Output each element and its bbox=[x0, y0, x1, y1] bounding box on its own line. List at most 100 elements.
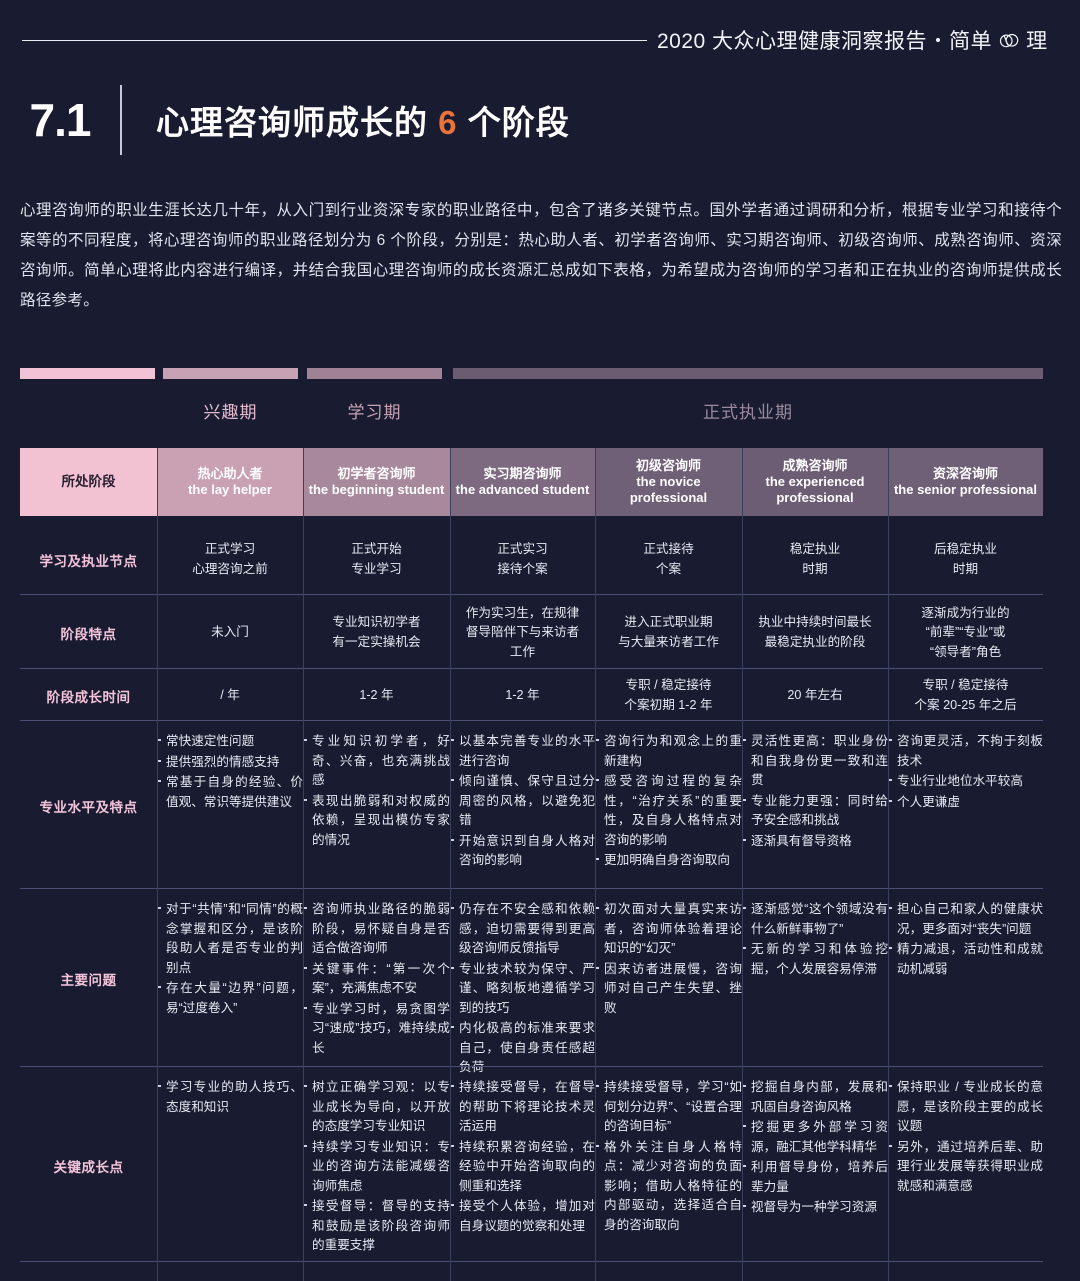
title-highlight: 6 bbox=[438, 104, 458, 141]
cell-bullet-item: 学习专业的助人技巧、态度和知识 bbox=[157, 1078, 303, 1117]
header-cell-en: the experienced professional bbox=[765, 473, 865, 506]
cell-line: 20 年左右 bbox=[787, 688, 843, 703]
cell-bullet-item: 专业技术较为保守、严谨、略刻板地遵循学习到的技巧 bbox=[450, 960, 595, 1019]
cell-bullet-item: 表现出脆弱和对权威的依赖，呈现出模仿专家的情况 bbox=[303, 792, 450, 851]
row-separator-4 bbox=[20, 1066, 1043, 1067]
row-separator-2 bbox=[20, 720, 1043, 721]
section-heading: 7.1 心理咨询师成长的 6 个阶段 bbox=[0, 80, 1080, 160]
table-cell: 以基本完善专业的水平进行咨询 倾向谨慎、保守且过分周密的风格，以避免犯错 开始意识到… bbox=[450, 722, 595, 890]
cell-line: 作为实习生，在规律 bbox=[465, 605, 580, 620]
cell-line: 专业知识初学者 bbox=[332, 615, 421, 630]
table-header-cell-6: 资深咨询师 the senior professional bbox=[888, 448, 1043, 516]
cell-bullet-item: 对于“共情”和“同情”的概念掌握和区分，是该阶段助人者是否专业的判别点 bbox=[157, 900, 303, 978]
table-cell: 20 年左右 bbox=[742, 670, 888, 722]
header-cell-cn: 成熟咨询师 bbox=[782, 457, 848, 473]
table-cell: 正式学习 心理咨询之前 bbox=[157, 524, 303, 596]
cell-bullet-list: 仍存在不安全感和依赖感，迫切需要得到更高级咨询师反馈指导 专业技术较为保守、严谨、… bbox=[450, 900, 595, 1078]
cell-bullet-list: 咨询师执业路径的脆弱阶段，易怀疑自身是否适合做咨询师 关键事件：“第一次个案”，充… bbox=[303, 900, 450, 1058]
table-cell: 作为实习生，在规律 督导陪伴下与来访者 工作 bbox=[450, 596, 595, 670]
cell-bullet-list: 持续接受督导，学习“如何划分边界”、“设置合理的咨询目标” 格外关注自身人格特点：… bbox=[595, 1078, 742, 1235]
cell-bullet-list: 咨询更灵活，不拘于刻板技术 专业行业地位水平较高 个人更谦虚 bbox=[888, 732, 1043, 812]
table-cell: 专业知识初学者 有一定实操机会 bbox=[303, 596, 450, 670]
phase-bar-4 bbox=[453, 368, 1043, 379]
cell-bullet-item: 持续接受督导，在督导的帮助下将理论技术灵活运用 bbox=[450, 1078, 595, 1137]
cell-bullet-item: 持续接受督导，学习“如何划分边界”、“设置合理的咨询目标” bbox=[595, 1078, 742, 1137]
cell-bullet-item: 开始意识到自身人格对咨询的影响 bbox=[450, 832, 595, 871]
table-cell: 正式接待 个案 bbox=[595, 524, 742, 596]
table-cell: 逐渐感觉“这个领域没有什么新鲜事物了” 无新的学习和体验挖掘，个人发展容易停滞 bbox=[742, 890, 888, 1068]
cell-bullet-item: 常快速定性问题 bbox=[157, 732, 303, 752]
cell-line: 个案初期 1-2 年 bbox=[624, 698, 713, 712]
cell-bullet-list: 灵活性更高：职业身份和自我身份更一致和连贯 专业能力更强：同时给予安全感和挑战 逐渐… bbox=[742, 732, 888, 851]
cell-bullet-list: 以基本完善专业的水平进行咨询 倾向谨慎、保守且过分周密的风格，以避免犯错 开始意识到… bbox=[450, 732, 595, 871]
cell-bullet-list: 对于“共情”和“同情”的概念掌握和区分，是该阶段助人者是否专业的判别点 存在大量“… bbox=[157, 900, 303, 1018]
header-cell-cn: 所处阶段 bbox=[61, 473, 116, 489]
row-separator-5 bbox=[20, 1261, 1043, 1262]
section-number: 7.1 bbox=[29, 94, 92, 146]
column-divider-4 bbox=[742, 448, 743, 1281]
phase-label-1: 兴趣期 bbox=[203, 403, 258, 422]
table-cell: 担心自己和家人的健康状况，更多面对“丧失”问题 精力减退，活动性和成就动机减弱 bbox=[888, 890, 1043, 1068]
header-cell-cn: 实习期咨询师 bbox=[483, 465, 562, 481]
table-header-cell-1: 热心助人者 the lay helper bbox=[157, 448, 303, 516]
table-cell: 专职 / 稳定接待 个案 20-25 年之后 bbox=[888, 670, 1043, 722]
cell-bullet-item: 个人更谦虚 bbox=[888, 793, 1043, 813]
table-cell: 学习专业的助人技巧、态度和知识 bbox=[157, 1068, 303, 1263]
table-header-cell-3: 实习期咨询师 the advanced student bbox=[450, 448, 595, 516]
table-cell: 初次面对大量真实来访者，咨询师体验着理论知识的“幻灭” 因来访者进展慢，咨询师对自… bbox=[595, 890, 742, 1068]
cell-bullet-item: 逐渐感觉“这个领域没有什么新鲜事物了” bbox=[742, 900, 888, 939]
cell-bullet-item: 仍存在不安全感和依赖感，迫切需要得到更高级咨询师反馈指导 bbox=[450, 900, 595, 959]
title-part-1: 心理咨询师成长的 bbox=[156, 104, 439, 141]
cell-line: 专业学习 bbox=[351, 562, 402, 576]
phase-bar-3 bbox=[307, 368, 442, 379]
table-cell: 1-2 年 bbox=[450, 670, 595, 722]
row-label-4: 主要问题 bbox=[60, 973, 117, 988]
cell-bullet-item: 关键事件：“第一次个案”，充满焦虑不安 bbox=[303, 960, 450, 999]
table-cell: 对于“共情”和“同情”的概念掌握和区分，是该阶段助人者是否专业的判别点 存在大量“… bbox=[157, 890, 303, 1068]
intro-paragraph: 心理咨询师的职业生涯长达几十年，从入门到行业资深专家的职业路径中，包含了诸多关键… bbox=[20, 202, 1062, 309]
title-part-2: 个阶段 bbox=[457, 104, 570, 141]
header-brand-line: 2020 大众心理健康洞察报告 简单 理 bbox=[657, 25, 1048, 55]
table-cell: 咨询行为和观念上的重新建构 感受咨询过程的复杂性，“治疗关系”的重要性，及自身人格… bbox=[595, 722, 742, 890]
table-header-cell-2: 初学者咨询师 the beginning student bbox=[303, 448, 450, 516]
cell-bullet-item: 提供强烈的情感支持 bbox=[157, 753, 303, 773]
cell-line: 专职 / 稳定接待 bbox=[625, 678, 712, 693]
table-cell: 挖掘自身内部，发展和巩固自身咨询风格 挖掘更多外部学习资源，融汇其他学科精华 利用督… bbox=[742, 1068, 888, 1263]
table-header-row: 所处阶段 热心助人者 the lay helper 初学者咨询师 the beginni… bbox=[0, 448, 1080, 516]
cell-bullet-item: 树立正确学习观：以专业成长为导向，以开放的态度学习专业知识 bbox=[303, 1078, 450, 1137]
cell-line: 个案 20-25 年之后 bbox=[914, 698, 1017, 712]
cell-line: 后稳定执业 bbox=[934, 542, 997, 557]
table-cell: 灵活性更高：职业身份和自我身份更一致和连贯 专业能力更强：同时给予安全感和挑战 逐渐… bbox=[742, 722, 888, 890]
cell-bullet-item: 视督导为一种学习资源 bbox=[742, 1198, 888, 1218]
table-cell: 持续接受督导，在督导的帮助下将理论技术灵活运用 持续积累咨询经验，在经验中开始咨询… bbox=[450, 1068, 595, 1263]
header-cell-cn: 热心助人者 bbox=[197, 465, 263, 481]
column-divider-1 bbox=[303, 448, 304, 1281]
cell-bullet-item: 无新的学习和体验挖掘，个人发展容易停滞 bbox=[742, 940, 888, 979]
table-header-cell-5: 成熟咨询师 the experienced professional bbox=[742, 448, 888, 516]
cell-line: 稳定执业 bbox=[789, 542, 841, 557]
cell-bullet-item: 接受个人体验，增加对自身议题的觉察和处理 bbox=[450, 1197, 595, 1236]
phase-label-3: 正式执业期 bbox=[703, 403, 793, 422]
heart-logo-icon bbox=[998, 29, 1020, 51]
cell-line: 未入门 bbox=[211, 625, 249, 640]
cell-bullet-item: 常基于自身的经验、价值观、常识等提供建议 bbox=[157, 773, 303, 812]
cell-bullet-item: 专业行业地位水平较高 bbox=[888, 772, 1043, 792]
page-title: 心理咨询师成长的 6 个阶段 bbox=[156, 96, 570, 144]
cell-bullet-item: 精力减退，活动性和成就动机减弱 bbox=[888, 940, 1043, 979]
cell-bullet-list: 常快速定性问题 提供强烈的情感支持 常基于自身的经验、价值观、常识等提供建议 bbox=[157, 732, 303, 812]
cell-bullet-list: 挖掘自身内部，发展和巩固自身咨询风格 挖掘更多外部学习资源，融汇其他学科精华 利用督… bbox=[742, 1078, 888, 1218]
cell-bullet-item: 感受咨询过程的复杂性，“治疗关系”的重要性，及自身人格特点对咨询的影响 bbox=[595, 772, 742, 850]
cell-line: 与大量来访者工作 bbox=[618, 635, 719, 649]
table-cell: 稳定执业 时期 bbox=[742, 524, 888, 596]
header-cell-en: the novice professional bbox=[629, 473, 708, 506]
cell-line: 进入正式职业期 bbox=[624, 615, 713, 630]
cell-bullet-item: 持续学习专业知识：专业的咨询方法能减缓咨询师焦虑 bbox=[303, 1138, 450, 1197]
row-separator-3 bbox=[20, 888, 1043, 889]
table-cell: 仍存在不安全感和依赖感，迫切需要得到更高级咨询师反馈指导 专业技术较为保守、严谨、… bbox=[450, 890, 595, 1074]
cell-bullet-list: 初次面对大量真实来访者，咨询师体验着理论知识的“幻灭” 因来访者进展慢，咨询师对自… bbox=[595, 900, 742, 1018]
cell-bullet-item: 咨询更灵活，不拘于刻板技术 bbox=[888, 732, 1043, 771]
table-cell: 正式实习 接待个案 bbox=[450, 524, 595, 596]
cell-line: 接待个案 bbox=[497, 562, 548, 576]
row-label-1: 阶段特点 bbox=[60, 627, 117, 642]
